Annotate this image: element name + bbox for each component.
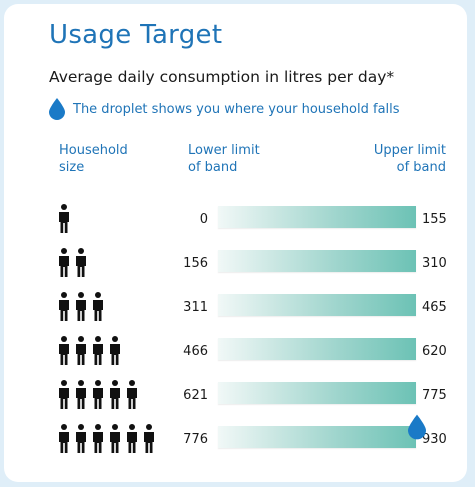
page-title: Usage Target <box>49 20 223 50</box>
lower-limit-value: 311 <box>183 300 208 315</box>
person-icon <box>76 380 86 409</box>
household-people-icon <box>59 204 69 233</box>
household-people-icon <box>59 380 137 409</box>
person-icon <box>110 424 120 453</box>
lower-limit-header: Lower limit of band <box>188 142 298 176</box>
band-row: 156 310 <box>4 248 467 288</box>
upper-limit-value: 775 <box>422 388 447 403</box>
household-size-header: Household size <box>59 142 169 176</box>
upper-limit-value: 155 <box>422 212 447 227</box>
upper-limit-value: 620 <box>422 344 447 359</box>
lower-limit-value: 776 <box>183 432 208 447</box>
band-row: 621 775 <box>4 380 467 420</box>
person-icon <box>76 292 86 321</box>
person-icon <box>144 424 154 453</box>
lower-limit-value: 466 <box>183 344 208 359</box>
person-icon <box>59 248 69 277</box>
band-bar <box>218 426 416 448</box>
lower-limit-value: 0 <box>199 212 208 227</box>
person-icon <box>110 336 120 365</box>
household-people-icon <box>59 424 154 453</box>
person-icon <box>76 248 86 277</box>
upper-header-line2: of band <box>396 160 446 175</box>
household-header-line2: size <box>59 160 85 175</box>
household-droplet-marker <box>408 414 426 440</box>
person-icon <box>59 292 69 321</box>
usage-target-card: Usage Target Average daily consumption i… <box>4 4 467 482</box>
band-bar <box>218 206 416 228</box>
upper-limit-value: 930 <box>422 432 447 447</box>
band-row: 311 465 <box>4 292 467 332</box>
person-icon <box>76 336 86 365</box>
band-bar <box>218 294 416 316</box>
person-icon <box>59 424 69 453</box>
lower-header-line1: Lower limit <box>188 143 260 158</box>
person-icon <box>110 380 120 409</box>
person-icon <box>93 380 103 409</box>
upper-limit-value: 465 <box>422 300 447 315</box>
band-row: 0 155 <box>4 204 467 244</box>
person-icon <box>59 380 69 409</box>
band-bar <box>218 382 416 404</box>
lower-limit-value: 621 <box>183 388 208 403</box>
person-icon <box>93 292 103 321</box>
lower-header-line2: of band <box>188 160 238 175</box>
person-icon <box>127 380 137 409</box>
upper-limit-value: 310 <box>422 256 447 271</box>
band-bar <box>218 250 416 272</box>
household-people-icon <box>59 336 120 365</box>
person-icon <box>93 424 103 453</box>
lower-limit-value: 156 <box>183 256 208 271</box>
household-header-line1: Household <box>59 143 128 158</box>
household-people-icon <box>59 292 103 321</box>
person-icon <box>127 424 137 453</box>
subtitle: Average daily consumption in litres per … <box>49 68 395 86</box>
upper-limit-header: Upper limit of band <box>336 142 446 176</box>
band-bar <box>218 338 416 360</box>
band-row: 776 930 <box>4 414 467 464</box>
person-icon <box>59 204 69 233</box>
person-icon <box>76 424 86 453</box>
droplet-icon <box>49 98 65 120</box>
person-icon <box>59 336 69 365</box>
legend-text: The droplet shows you where your househo… <box>73 101 400 117</box>
person-icon <box>93 336 103 365</box>
band-row: 466 620 <box>4 336 467 376</box>
legend: The droplet shows you where your househo… <box>49 98 400 120</box>
upper-header-line1: Upper limit <box>373 143 446 158</box>
household-people-icon <box>59 248 86 277</box>
